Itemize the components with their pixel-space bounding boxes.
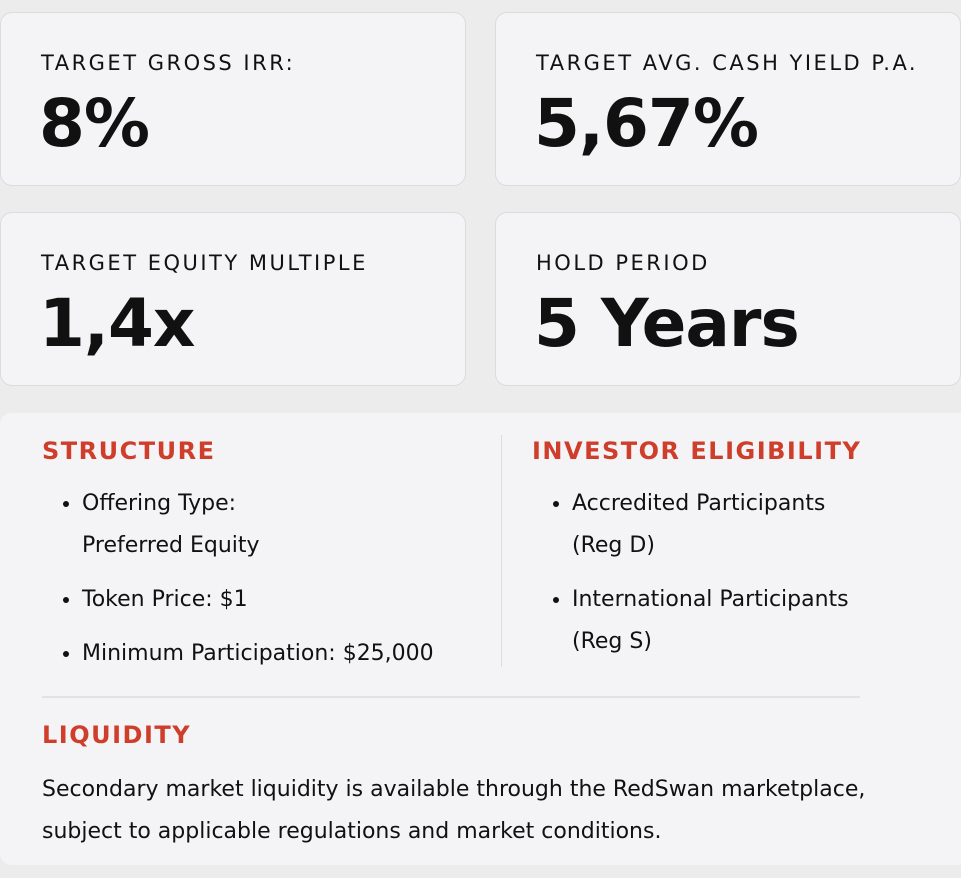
divider	[501, 435, 502, 667]
metric-value: 1,4x	[39, 285, 195, 362]
list-item: Accredited Participants (Reg D)	[572, 483, 872, 567]
metric-label: HOLD PERIOD	[536, 251, 710, 275]
metric-label: TARGET AVG. CASH YIELD P.A.	[536, 51, 919, 75]
metric-card: HOLD PERIOD 5 Years	[495, 212, 961, 386]
metric-label: TARGET EQUITY MULTIPLE	[41, 251, 368, 275]
metric-value: 5 Years	[534, 285, 800, 362]
metric-card: TARGET EQUITY MULTIPLE 1,4x	[0, 212, 466, 386]
section-title: LIQUIDITY	[42, 721, 192, 749]
list-item: International Participants (Reg S)	[572, 579, 872, 663]
divider	[42, 696, 860, 698]
list-item: Offering Type: Preferred Equity	[82, 483, 522, 567]
eligibility-list: Accredited Participants (Reg D) Internat…	[532, 483, 872, 675]
metric-card: TARGET GROSS IRR: 8%	[0, 12, 466, 186]
liquidity-text: Secondary market liquidity is available …	[42, 777, 866, 844]
section-title: STRUCTURE	[42, 437, 216, 465]
details-card: STRUCTURE Offering Type: Preferred Equit…	[0, 413, 961, 865]
list-item: Minimum Participation: $25,000	[82, 633, 522, 675]
structure-list: Offering Type: Preferred Equity Token Pr…	[42, 483, 522, 687]
list-item: Token Price: $1	[82, 579, 522, 621]
metric-value: 5,67%	[534, 85, 759, 162]
section-title: INVESTOR ELIGIBILITY	[532, 437, 862, 465]
metric-value: 8%	[39, 85, 150, 162]
metric-card: TARGET AVG. CASH YIELD P.A. 5,67%	[495, 12, 961, 186]
metric-label: TARGET GROSS IRR:	[41, 51, 296, 75]
